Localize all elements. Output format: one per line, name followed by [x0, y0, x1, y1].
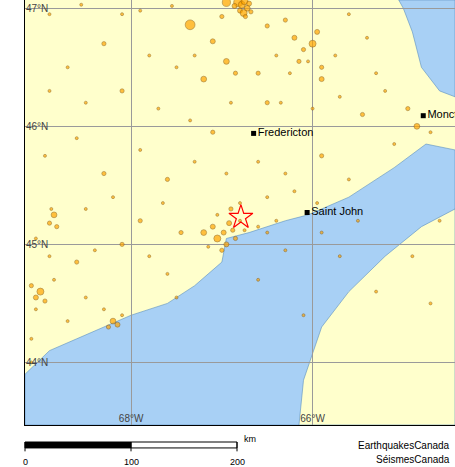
svg-text:0: 0	[23, 457, 28, 467]
svg-text:46°N: 46°N	[26, 121, 48, 132]
svg-text:SéismesCanada: SéismesCanada	[376, 454, 450, 465]
svg-text:44°N: 44°N	[26, 357, 48, 368]
svg-text:66°W: 66°W	[300, 413, 325, 424]
svg-text:45°N: 45°N	[26, 239, 48, 250]
svg-text:200: 200	[230, 457, 245, 467]
svg-text:47°N: 47°N	[26, 3, 48, 14]
svg-text:Saint John: Saint John	[311, 205, 363, 217]
svg-text:Fredericton: Fredericton	[258, 126, 314, 138]
svg-text:km: km	[244, 434, 256, 444]
svg-text:Moncton: Moncton	[427, 108, 455, 120]
svg-text:100: 100	[124, 457, 139, 467]
svg-text:EarthquakesCanada: EarthquakesCanada	[358, 440, 450, 451]
svg-text:68°W: 68°W	[119, 413, 144, 424]
